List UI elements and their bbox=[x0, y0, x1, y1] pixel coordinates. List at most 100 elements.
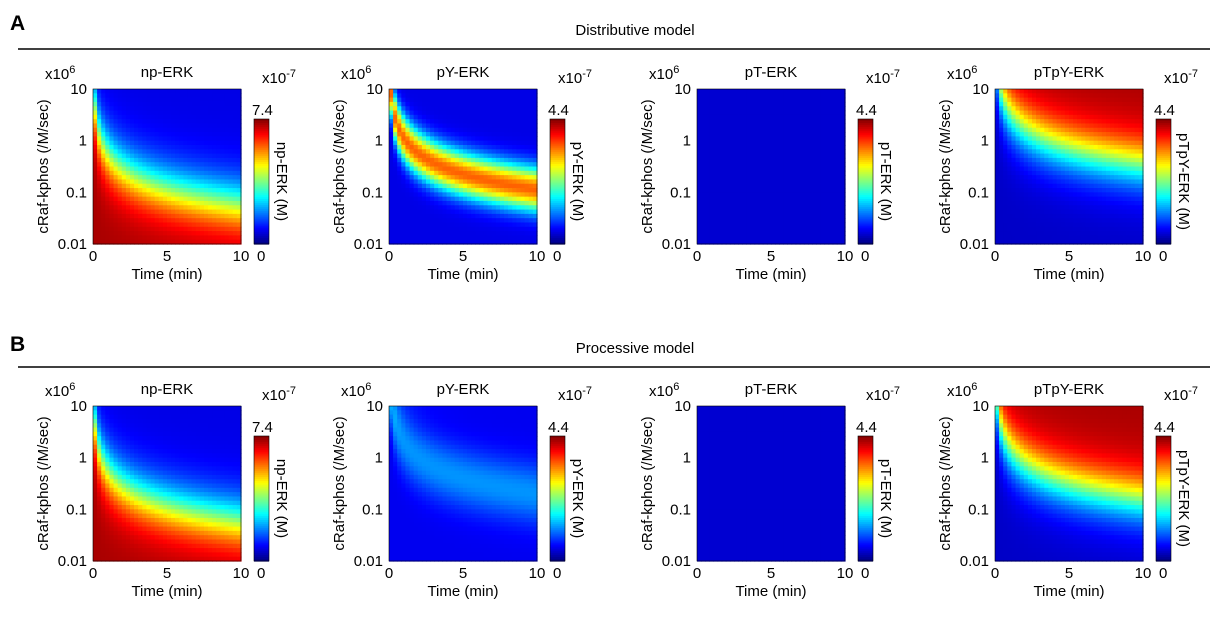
heatmap-cell bbox=[183, 110, 189, 116]
heatmap-cell bbox=[117, 140, 123, 146]
heatmap-cell bbox=[734, 231, 739, 236]
heatmap-cell bbox=[1077, 162, 1082, 168]
heatmap-cell bbox=[532, 196, 538, 202]
heatmap-cell bbox=[397, 170, 402, 176]
heatmap-cell bbox=[717, 97, 723, 103]
heatmap-cell bbox=[750, 239, 756, 245]
heatmap-cell bbox=[1069, 213, 1074, 219]
heatmap-cell bbox=[179, 200, 185, 206]
heatmap-cell bbox=[491, 179, 497, 185]
heatmap-cell bbox=[154, 231, 160, 236]
heatmap-cell bbox=[438, 222, 444, 228]
heatmap-cell bbox=[454, 140, 460, 146]
heatmap-cell bbox=[504, 222, 509, 228]
colorbar-segment bbox=[550, 206, 565, 210]
heatmap-cell bbox=[413, 136, 419, 142]
colorbar-segment bbox=[550, 144, 565, 147]
heatmap-cell bbox=[1052, 218, 1058, 224]
heatmap-cell bbox=[458, 136, 464, 142]
heatmap-cell bbox=[512, 110, 518, 116]
heatmap-cell bbox=[413, 222, 419, 228]
heatmap-cell bbox=[199, 93, 205, 99]
heatmap-cell bbox=[138, 222, 143, 228]
heatmap-cell bbox=[746, 149, 752, 155]
heatmap-cell bbox=[409, 226, 415, 232]
heatmap-cell bbox=[754, 127, 760, 133]
heatmap-cell bbox=[1069, 157, 1074, 163]
heatmap-cell bbox=[467, 123, 472, 129]
heatmap-cell bbox=[738, 123, 743, 129]
heatmap-cell bbox=[1019, 166, 1025, 172]
heatmap-cell bbox=[1073, 166, 1078, 172]
colorbar-segment bbox=[254, 171, 269, 175]
heatmap-cell bbox=[1052, 239, 1058, 245]
heatmap-cell bbox=[187, 140, 193, 146]
heatmap-cell bbox=[101, 183, 106, 189]
heatmap-cell bbox=[495, 179, 501, 185]
heatmap-cell bbox=[204, 239, 209, 245]
heatmap-cell bbox=[228, 97, 234, 103]
heatmap-cell bbox=[1069, 153, 1074, 159]
heatmap-cell bbox=[1085, 93, 1091, 99]
heatmap-cell bbox=[754, 188, 760, 193]
heatmap-cell bbox=[142, 166, 148, 172]
heatmap-cell bbox=[746, 140, 752, 146]
colorbar-max-label: 4.4 bbox=[856, 102, 877, 119]
heatmap-cell bbox=[454, 183, 460, 189]
heatmap-cell bbox=[487, 188, 493, 193]
heatmap-cell bbox=[1048, 183, 1054, 189]
heatmap-cell bbox=[1044, 127, 1050, 133]
heatmap-cell bbox=[109, 149, 115, 155]
heatmap-cell bbox=[758, 231, 764, 236]
heatmap-cell bbox=[725, 209, 731, 215]
heatmap-cell bbox=[500, 153, 505, 159]
colorbar-segment bbox=[254, 214, 269, 218]
heatmap-cell bbox=[999, 153, 1004, 159]
heatmap-cell bbox=[175, 149, 180, 155]
heatmap-cell bbox=[729, 106, 735, 112]
heatmap-cell bbox=[397, 119, 402, 125]
heatmap-cell bbox=[705, 231, 710, 236]
heatmap-cell bbox=[729, 114, 735, 120]
heatmap-cell bbox=[820, 222, 826, 228]
heatmap-cell bbox=[495, 110, 501, 116]
heatmap-cell bbox=[803, 153, 809, 159]
heatmap-cell bbox=[179, 188, 185, 193]
heatmap-cell bbox=[467, 218, 472, 224]
heatmap-cell bbox=[220, 89, 226, 94]
heatmap-cell bbox=[397, 196, 402, 202]
heatmap-cell bbox=[162, 162, 168, 168]
heatmap-cell bbox=[524, 235, 530, 241]
heatmap-cell bbox=[758, 179, 764, 185]
heatmap-cell bbox=[1032, 205, 1037, 211]
heatmap-cell bbox=[113, 175, 119, 181]
heatmap-cell bbox=[1044, 123, 1050, 129]
heatmap-cell bbox=[389, 123, 394, 129]
heatmap-cell bbox=[812, 127, 817, 133]
heatmap-cell bbox=[1077, 226, 1082, 232]
heatmap-cell bbox=[1015, 170, 1021, 176]
heatmap-cell bbox=[999, 196, 1004, 202]
heatmap-cell bbox=[1077, 192, 1082, 198]
heatmap-cell bbox=[212, 222, 217, 228]
heatmap-cell bbox=[808, 101, 813, 107]
heatmap-cell bbox=[532, 93, 538, 99]
heatmap-cell bbox=[812, 166, 817, 172]
heatmap-cell bbox=[520, 170, 526, 176]
heatmap-cell bbox=[405, 196, 411, 202]
heatmap-cell bbox=[516, 93, 522, 99]
heatmap-cell bbox=[725, 188, 731, 193]
heatmap-cell bbox=[183, 235, 189, 241]
heatmap-cell bbox=[750, 235, 756, 241]
heatmap-cell bbox=[101, 231, 106, 236]
heatmap-cell bbox=[836, 166, 842, 172]
heatmap-cell bbox=[750, 101, 756, 107]
heatmap-cell bbox=[1032, 231, 1037, 236]
heatmap-cell bbox=[167, 200, 172, 206]
heatmap-cell bbox=[495, 144, 501, 150]
heatmap-cell bbox=[783, 110, 789, 116]
heatmap-cell bbox=[183, 132, 189, 137]
heatmap-cell bbox=[1015, 157, 1021, 163]
heatmap-cell bbox=[1011, 140, 1017, 146]
heatmap-cell bbox=[409, 183, 415, 189]
